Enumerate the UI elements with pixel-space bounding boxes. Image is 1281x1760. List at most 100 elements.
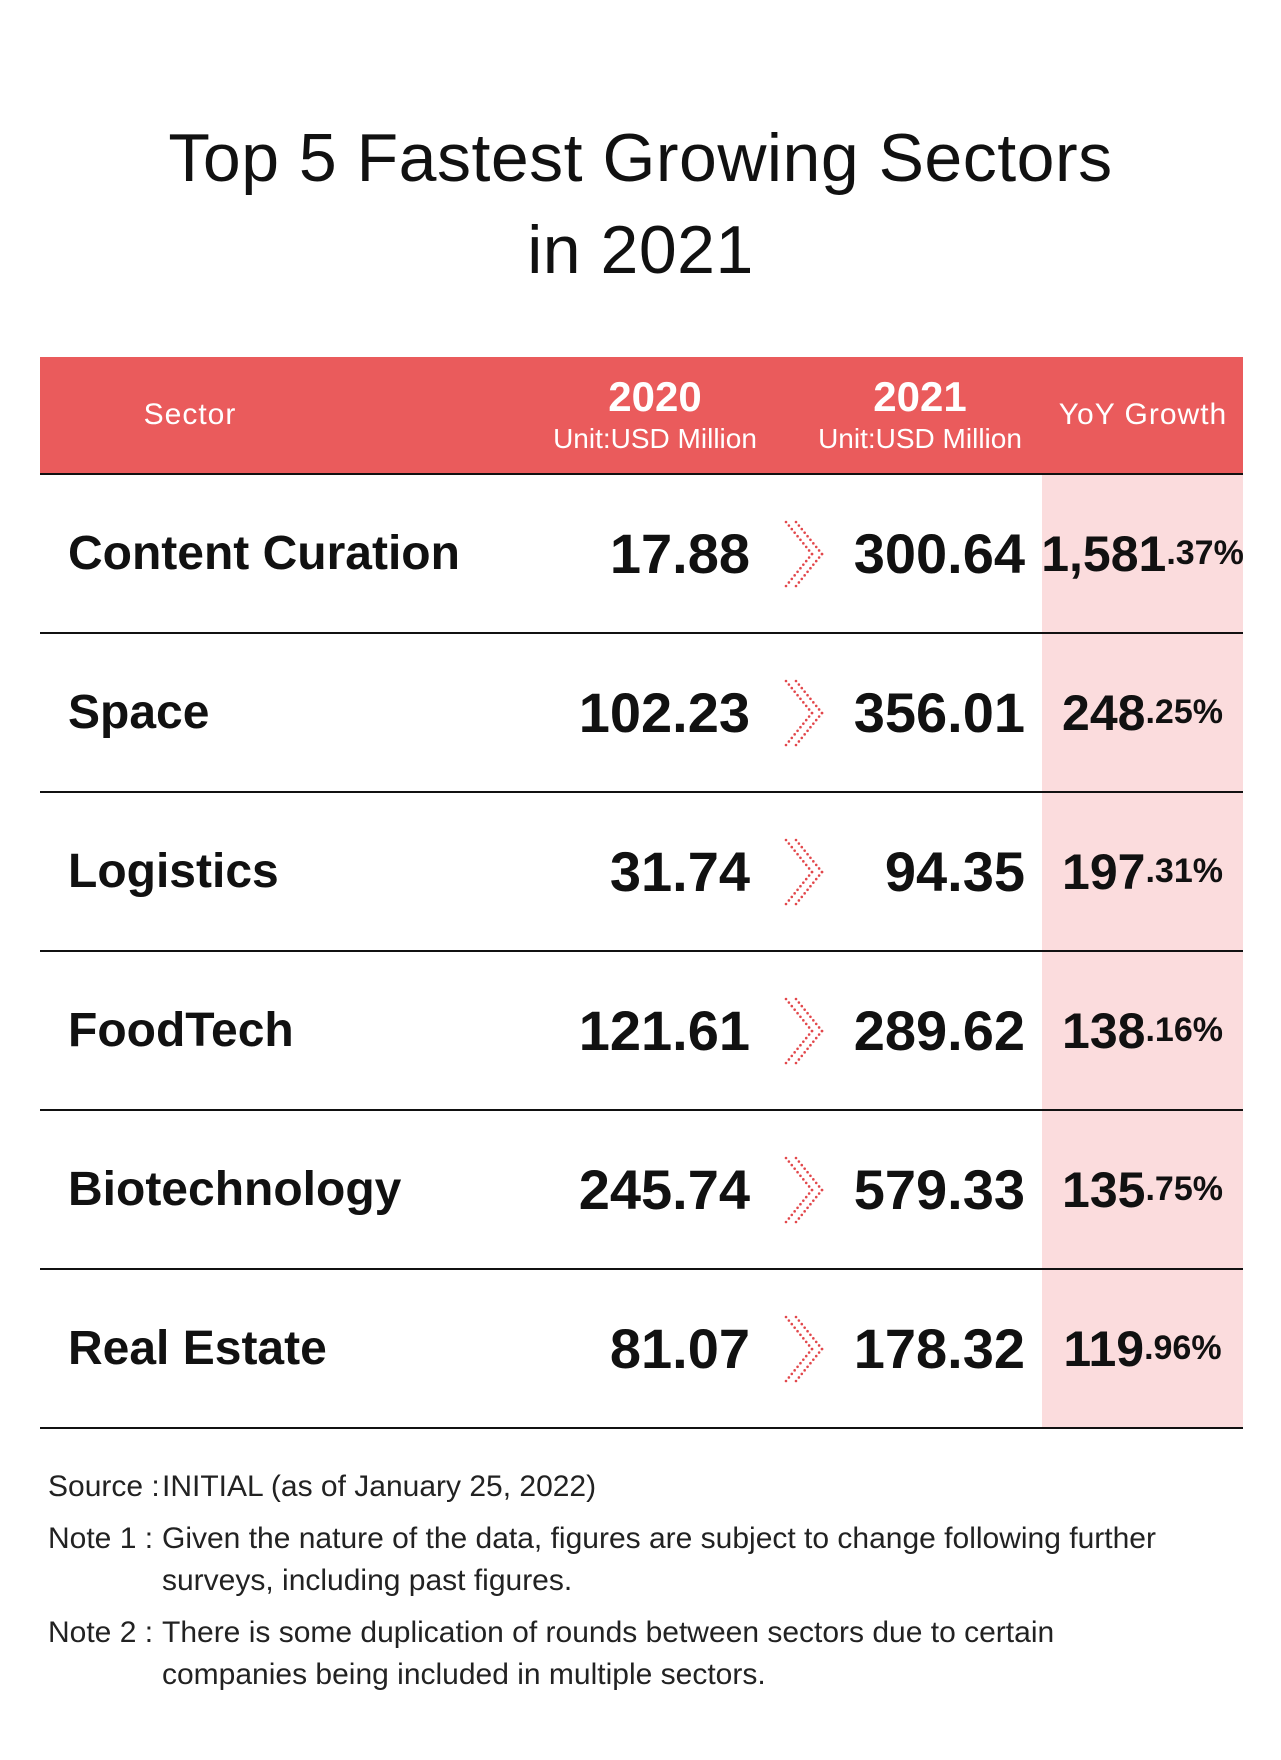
- arrow-dot: [812, 1357, 815, 1361]
- arrow-dot: [812, 562, 815, 566]
- yoy-growth: 135.75%: [1042, 1111, 1243, 1268]
- arrow-dot: [787, 580, 791, 584]
- header-2021-year: 2021: [873, 373, 967, 420]
- arrow-dot: [803, 1325, 806, 1329]
- arrow-dot: [810, 552, 814, 555]
- arrow-dot: [800, 1372, 804, 1375]
- arrow-dot: [802, 1039, 805, 1043]
- header-yoy: YoY Growth: [1043, 357, 1243, 473]
- arrow-dot: [793, 530, 796, 534]
- yoy-growth: 197.31%: [1042, 793, 1243, 950]
- arrow-dot: [809, 537, 812, 541]
- arrow-dot: [804, 1340, 808, 1343]
- arrow-dot: [787, 682, 791, 686]
- yoy-growth: 248.25%: [1042, 634, 1243, 791]
- arrow-dot: [800, 1004, 804, 1007]
- arrow-dot: [804, 1022, 808, 1025]
- arrow-dot: [812, 541, 815, 545]
- arrow-dot: [799, 884, 802, 888]
- arrow-dot: [800, 686, 804, 689]
- note-item: Note 1 : Given the nature of the data, fi…: [48, 1518, 1248, 1602]
- arrow-dot: [794, 1220, 798, 1223]
- arrow-dot: [796, 1364, 799, 1368]
- yoy-growth: 138.16%: [1042, 952, 1243, 1109]
- sector-name: Logistics: [68, 845, 279, 898]
- arrow-dot: [784, 997, 788, 1000]
- arrow-dot: [793, 848, 796, 852]
- arrow-dot: [817, 714, 821, 718]
- value-2020: 121.61: [578, 999, 750, 1062]
- arrow-dot: [790, 1322, 794, 1325]
- note-item: Source : INITIAL (as of January 25, 2022): [48, 1466, 1248, 1508]
- arrow-dot: [806, 569, 809, 573]
- arrow-dot: [806, 1205, 809, 1209]
- arrow-dot: [799, 537, 802, 541]
- arrow-dot: [807, 1025, 811, 1029]
- arrow-dot: [812, 859, 815, 863]
- arrow-dot: [796, 728, 799, 732]
- yoy-growth-integer: 135: [1062, 1161, 1146, 1218]
- note-text: There is some duplication of rounds betw…: [162, 1616, 1055, 1691]
- arrow-dot: [794, 1315, 798, 1318]
- sector-name: Real Estate: [68, 1322, 327, 1375]
- arrow-dot: [799, 855, 802, 859]
- arrow-dot: [809, 566, 812, 570]
- yoy-growth-integer: 119: [1063, 1320, 1145, 1377]
- value-2020: 102.23: [578, 681, 750, 744]
- arrow-dot: [799, 1361, 802, 1365]
- arrow-dot: [793, 1007, 796, 1011]
- arrow-dot: [820, 711, 824, 714]
- sector-name: Content Curation: [68, 527, 460, 580]
- arrow-dot: [802, 700, 805, 704]
- yoy-growth-decimal: .31%: [1145, 852, 1223, 890]
- arrow-dot: [806, 1046, 809, 1050]
- arrow-dot: [803, 573, 806, 577]
- arrow-dot: [803, 530, 806, 534]
- header-yoy-label: YoY Growth: [1058, 398, 1228, 431]
- arrow-dot: [817, 1350, 821, 1354]
- value-2021: 356.01: [853, 681, 1025, 744]
- arrow-dot: [807, 1350, 811, 1354]
- chevron-right-icon: [784, 1315, 824, 1382]
- arrow-dot: [802, 880, 805, 884]
- arrow-dot: [787, 841, 791, 845]
- arrow-dot: [814, 1354, 818, 1357]
- arrow-dot: [817, 1032, 821, 1036]
- arrow-dot: [817, 707, 821, 711]
- value-2021: 579.33: [853, 1158, 1025, 1221]
- arrow-dot: [809, 1202, 812, 1206]
- arrow-dot: [806, 887, 809, 891]
- note-label: Note 1 :: [48, 1522, 154, 1555]
- arrow-dot: [809, 1361, 812, 1365]
- arrow-dot: [817, 1343, 821, 1347]
- arrow-dot: [797, 1000, 801, 1004]
- arrow-dot: [797, 1216, 801, 1220]
- arrow-dot: [817, 555, 821, 559]
- title-line-1: Top 5 Fastest Growing Sectors: [168, 120, 1113, 196]
- arrow-dot: [787, 1375, 791, 1379]
- arrow-dot: [814, 1340, 818, 1343]
- note-label: Note 2 :: [48, 1616, 154, 1649]
- arrow-dot: [799, 1332, 802, 1336]
- arrow-dot: [784, 584, 788, 587]
- arrow-dot: [806, 1329, 809, 1333]
- arrow-dot: [794, 1061, 798, 1064]
- arrow-dot: [802, 1198, 805, 1202]
- arrow-dot: [799, 725, 802, 729]
- sector-name: Biotechnology: [68, 1163, 402, 1216]
- arrow-dot: [794, 997, 798, 1000]
- arrow-dot: [809, 884, 812, 888]
- arrow-dot: [787, 1057, 791, 1061]
- arrow-dot: [812, 1198, 815, 1202]
- arrow-dot: [797, 898, 801, 902]
- arrow-dot: [803, 1166, 806, 1170]
- table-body: Content Curation 17.88 300.64 1,581.37% …: [40, 475, 1244, 1429]
- arrow-dot: [790, 1372, 794, 1375]
- arrow-dot: [802, 1336, 805, 1340]
- arrow-dot: [810, 711, 814, 714]
- arrow-dot: [802, 1018, 805, 1022]
- arrow-dot: [793, 1209, 796, 1213]
- arrow-dot: [797, 1375, 801, 1379]
- arrow-dot: [787, 523, 791, 527]
- arrow-dot: [804, 704, 808, 707]
